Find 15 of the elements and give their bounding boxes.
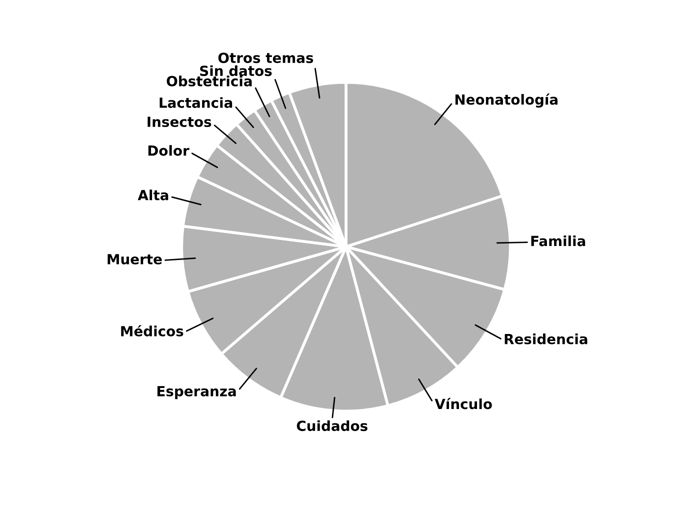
slice-label: Muerte (108, 254, 162, 264)
slice-label: Familia (531, 236, 586, 246)
slice-label: Lactancia (160, 97, 232, 108)
slice-label: Alta (138, 190, 168, 200)
slice-label: Neonatología (455, 93, 558, 108)
slice-label: Otros temas (218, 52, 314, 64)
slice-label: Vínculo (434, 398, 492, 410)
slice-label: Sin datos (200, 65, 272, 76)
slice-label: Dolor (148, 145, 190, 156)
slice-label: Insectos (148, 116, 212, 128)
slice-label: Cuidados (296, 420, 368, 432)
slice-label: Residencia (504, 334, 588, 344)
slice-label: Esperanza (157, 386, 236, 400)
slice-label: Médicos (121, 325, 184, 336)
slice-label: Obstetricia (166, 76, 252, 86)
